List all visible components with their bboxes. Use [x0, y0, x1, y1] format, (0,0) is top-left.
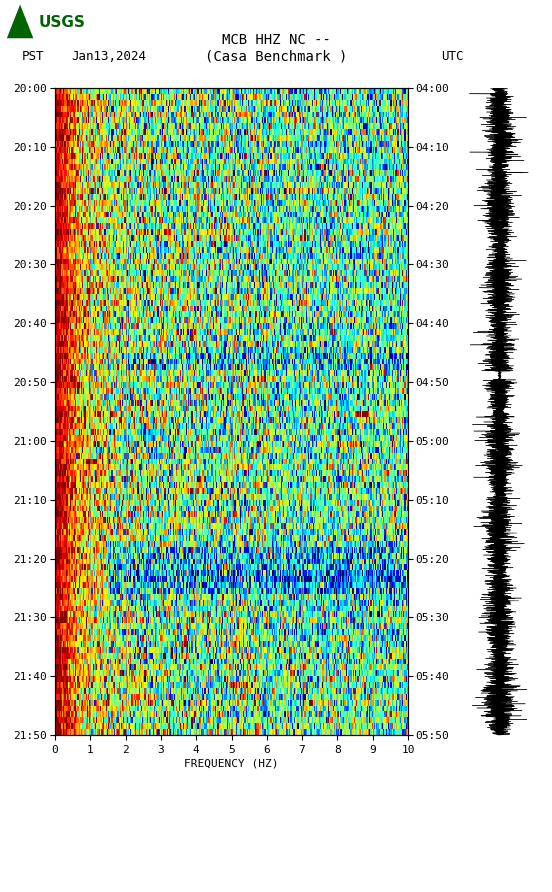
Text: (Casa Benchmark ): (Casa Benchmark ) [205, 50, 347, 64]
Text: USGS: USGS [39, 14, 86, 29]
Text: MCB HHZ NC --: MCB HHZ NC -- [221, 33, 331, 47]
Text: UTC: UTC [442, 51, 464, 63]
Text: PST: PST [22, 51, 45, 63]
Polygon shape [7, 4, 33, 38]
X-axis label: FREQUENCY (HZ): FREQUENCY (HZ) [184, 759, 279, 769]
Text: Jan13,2024: Jan13,2024 [72, 51, 147, 63]
